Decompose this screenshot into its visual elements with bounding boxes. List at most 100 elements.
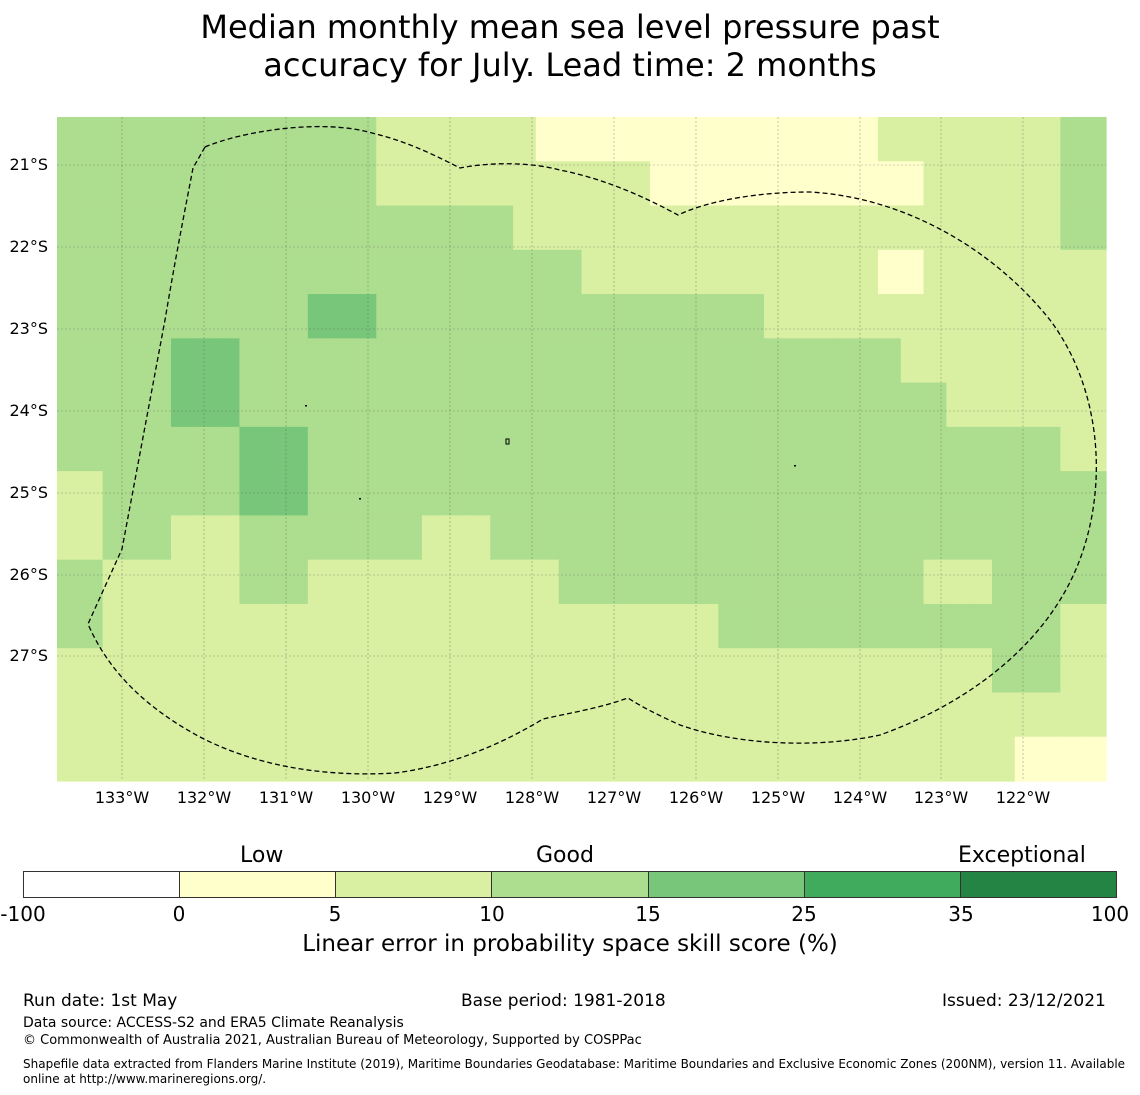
grid-cell [262,382,286,428]
grid-cell [923,161,947,207]
grid-cell [1037,559,1061,605]
grid-cell [193,736,218,782]
grid-cell [467,515,491,561]
grid-cell [672,471,697,516]
grid-cell [877,515,902,561]
grid-cell [627,249,651,295]
grid-cell [193,338,218,384]
grid-cell [307,249,332,295]
grid-cell [695,117,719,162]
colorbar-segment [960,872,1116,897]
lon-label-129w: 129°W [422,788,478,807]
grid-cell [832,515,856,561]
grid-cell [763,559,788,605]
grid-cell [832,471,856,516]
grid-cell [239,205,263,251]
grid-cell [535,736,560,782]
grid-cell [239,471,263,516]
grid-cell [444,338,469,384]
grid-cell [171,603,195,649]
grid-cell [444,603,469,649]
grid-cell [102,692,127,738]
grid-cell [330,648,355,694]
lat-lon-gridlines [57,117,1106,781]
grid-cell [171,294,195,339]
grid-cell [262,603,286,649]
grid-cell [627,205,651,251]
grid-cell [307,117,332,162]
grid-cell [239,161,263,207]
grid-cell [125,648,149,694]
grid-cell [102,294,127,339]
grid-cell [627,426,651,472]
grid-cell [399,294,423,339]
data-source: Data source: ACCESS-S2 and ERA5 Climate … [23,1015,404,1031]
colorbar-segment [336,872,493,897]
grid-cell [421,249,446,295]
island-outline [505,438,510,445]
grid-cell [991,471,1016,516]
grid-cell [444,161,469,207]
grid-cell [649,426,674,472]
grid-cell [1083,515,1107,561]
grid-cell [946,161,970,207]
grid-cell [171,471,195,516]
grid-cell [353,648,377,694]
grid-cell [1060,648,1084,694]
grid-cell [330,426,355,472]
grid-cell [262,338,286,384]
grid-cell [467,161,491,207]
grid-cell [832,161,856,207]
grid-cell [467,338,491,384]
grid-cell [627,161,651,207]
grid-cell [741,692,765,738]
grid-cell [763,648,788,694]
grid-cell [923,338,947,384]
grid-cell [216,205,241,251]
grid-cell [1060,338,1084,384]
grid-cell [376,294,400,339]
grid-cell [57,692,81,738]
grid-cell [627,471,651,516]
grid-cell [285,559,309,605]
grid-cell [216,736,241,782]
grid-cell [604,382,628,428]
grid-cell [900,338,925,384]
grid-cell [900,249,925,295]
grid-cell [1083,117,1107,162]
lat-label-26s: 26°S [9,565,48,584]
grid-cell [763,471,788,516]
grid-cell [718,249,742,295]
grid-cell [330,338,355,384]
grid-cell [672,736,697,782]
grid-cell [421,338,446,384]
grid-cell [102,117,127,162]
grid-cell [262,205,286,251]
grid-cell [695,471,719,516]
grid-cell [832,117,856,162]
grid-cell [330,382,355,428]
grid-cell [1083,161,1107,207]
grid-cell [125,515,149,561]
grid-cell [923,736,947,782]
grid-cell [741,559,765,605]
grid-cell [649,249,674,295]
grid-cell [330,205,355,251]
colorbar-segment [24,872,181,897]
grid-cell [786,294,811,339]
grid-cell [1037,161,1061,207]
grid-cell [809,426,833,472]
grid-cell [513,603,537,649]
grid-cell [444,515,469,561]
grid-cell [421,382,446,428]
grid-cell [216,603,241,649]
grid-cell [467,559,491,605]
lon-label-125w: 125°W [750,788,806,807]
grid-cell [535,648,560,694]
grid-cell [262,249,286,295]
grid-cell [1060,249,1084,295]
grid-cell [946,692,970,738]
grid-cell [102,426,127,472]
grid-cell [695,692,719,738]
grid-cell [627,515,651,561]
